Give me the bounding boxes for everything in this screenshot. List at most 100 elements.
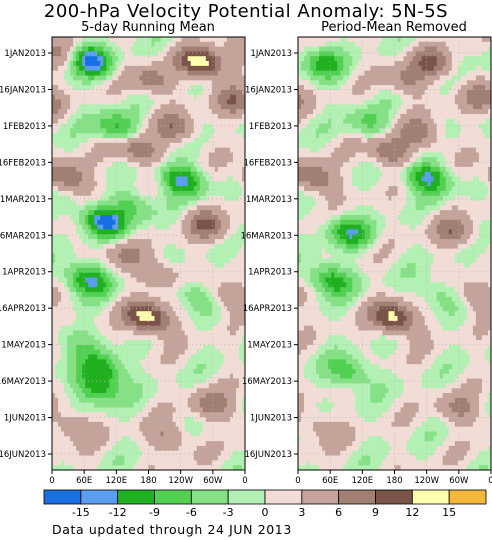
- heatmap-cell: [172, 378, 177, 384]
- heatmap-cell: [178, 248, 183, 254]
- heatmap-cell: [88, 176, 92, 182]
- heatmap-cell: [187, 340, 192, 346]
- heatmap-cell: [193, 80, 198, 86]
- heatmap-cell: [211, 94, 216, 100]
- heatmap-cell: [205, 85, 210, 91]
- heatmap-cell: [175, 65, 180, 72]
- heatmap-cell: [175, 138, 180, 144]
- heatmap-cell: [118, 176, 122, 182]
- heatmap-cell: [73, 291, 77, 298]
- heatmap-cell: [238, 142, 243, 149]
- heatmap-cell: [157, 41, 161, 48]
- heatmap-cell: [85, 320, 89, 327]
- heatmap-cell: [82, 75, 86, 81]
- heatmap-cell: [115, 320, 119, 327]
- heatmap-cell: [121, 80, 125, 86]
- heatmap-cell: [181, 162, 186, 168]
- heatmap-cell: [157, 239, 161, 245]
- heatmap-cell: [130, 287, 134, 293]
- heatmap-cell: [133, 147, 137, 153]
- heatmap-cell: [85, 56, 89, 62]
- heatmap-cell: [55, 65, 59, 72]
- heatmap-cell: [55, 89, 59, 96]
- heatmap-cell: [52, 224, 56, 230]
- heatmap-cell: [190, 219, 195, 226]
- heatmap-cell: [205, 152, 210, 158]
- heatmap-cell: [232, 99, 237, 105]
- heatmap-cell: [157, 85, 161, 91]
- heatmap-cell: [166, 190, 171, 197]
- heatmap-cell: [64, 171, 68, 177]
- heatmap-cell: [133, 359, 137, 365]
- heatmap-cell: [121, 388, 125, 394]
- heatmap-cell: [241, 166, 246, 173]
- heatmap-cell: [184, 142, 189, 149]
- heatmap-cell: [208, 388, 213, 394]
- heatmap-cell: [139, 330, 143, 336]
- heatmap-cell: [211, 388, 216, 394]
- heatmap-cell: [199, 397, 204, 404]
- heatmap-cell: [160, 210, 164, 216]
- heatmap-cell: [67, 291, 71, 298]
- heatmap-cell: [121, 46, 125, 52]
- heatmap-cell: [187, 344, 192, 351]
- heatmap-cell: [196, 330, 201, 336]
- heatmap-cell: [226, 282, 231, 288]
- heatmap-cell: [208, 287, 213, 293]
- heatmap-cell: [169, 109, 174, 115]
- heatmap-cell: [70, 388, 74, 394]
- heatmap-cell: [157, 157, 161, 163]
- heatmap-cell: [160, 229, 164, 235]
- heatmap-cell: [232, 248, 237, 254]
- heatmap-cell: [58, 354, 62, 360]
- heatmap-cell: [181, 200, 186, 206]
- heatmap-cell: [109, 56, 113, 62]
- heatmap-cell: [184, 157, 189, 163]
- heatmap-cell: [223, 89, 228, 96]
- heatmap-cell: [205, 330, 210, 336]
- heatmap-cell: [70, 258, 74, 264]
- heatmap-cell: [112, 147, 116, 153]
- heatmap-cell: [79, 186, 83, 192]
- heatmap-cell: [205, 253, 210, 259]
- heatmap-cell: [58, 195, 62, 201]
- heatmap-cell: [178, 373, 183, 379]
- heatmap-cell: [226, 37, 231, 43]
- heatmap-cell: [103, 80, 107, 86]
- heatmap-cell: [166, 61, 171, 67]
- heatmap-cell: [82, 195, 86, 201]
- heatmap-cell: [91, 152, 95, 158]
- heatmap-cell: [118, 340, 122, 346]
- heatmap-cell: [166, 282, 171, 288]
- heatmap-cell: [103, 152, 107, 158]
- heatmap-cell: [142, 138, 146, 144]
- heatmap-cell: [94, 258, 98, 264]
- heatmap-cell: [67, 56, 71, 62]
- heatmap-cell: [118, 229, 122, 235]
- heatmap-cell: [220, 224, 225, 230]
- heatmap-cell: [154, 46, 158, 52]
- heatmap-cell: [106, 311, 110, 317]
- heatmap-cell: [94, 267, 98, 274]
- heatmap-cell: [184, 320, 189, 327]
- heatmap-cell: [118, 224, 122, 230]
- heatmap-cell: [238, 296, 243, 303]
- heatmap-cell: [55, 80, 59, 86]
- heatmap-cell: [145, 133, 149, 139]
- heatmap-cell: [61, 253, 65, 259]
- heatmap-cell: [76, 37, 80, 43]
- heatmap-cell: [88, 402, 92, 408]
- heatmap-cell: [178, 316, 183, 322]
- heatmap-cell: [70, 320, 74, 327]
- heatmap-cell: [124, 344, 128, 351]
- heatmap-cell: [178, 349, 183, 355]
- heatmap-cell: [184, 190, 189, 197]
- heatmap-cell: [202, 306, 207, 312]
- heatmap-cell: [58, 325, 62, 331]
- heatmap-cell: [97, 224, 101, 230]
- heatmap-cell: [181, 171, 186, 177]
- heatmap-cell: [157, 205, 161, 211]
- heatmap-cell: [145, 340, 149, 346]
- heatmap-cell: [73, 388, 77, 394]
- heatmap-cell: [94, 402, 98, 408]
